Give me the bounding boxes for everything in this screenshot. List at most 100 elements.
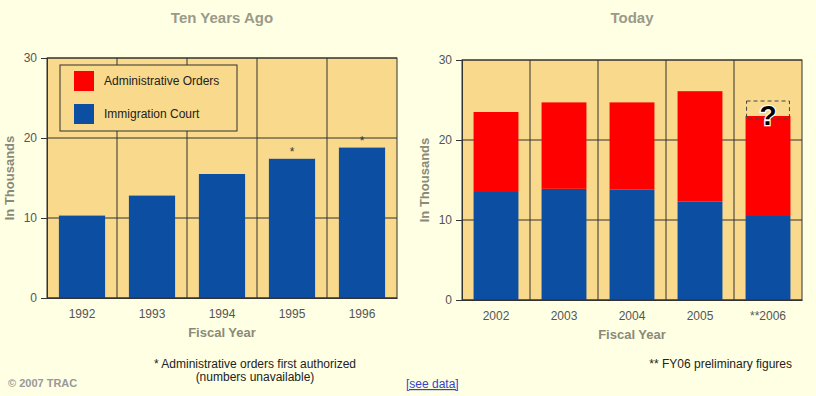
category-separator (327, 58, 328, 298)
y-axis-line (456, 61, 463, 301)
bars (59, 148, 385, 298)
footnote: ** FY06 preliminary figures (649, 357, 792, 371)
y-tick-mark (41, 218, 47, 219)
plot-background (47, 58, 397, 298)
legend: Administrative OrdersImmigration Court (60, 65, 237, 131)
bar (474, 112, 519, 192)
bar (542, 189, 587, 300)
chart-title: Ten Years Ago (171, 9, 273, 26)
x-axis-title: Fiscal Year (188, 325, 256, 340)
x-tick: 2002 (483, 309, 510, 323)
x-tick-label: 2002 (483, 309, 510, 323)
bar (59, 216, 105, 298)
x-tick-label: 2005 (687, 309, 714, 323)
footnote: (numbers unavailable) (196, 370, 315, 384)
y-tick-mark (456, 300, 462, 301)
y-tick: 10 (24, 211, 47, 225)
bar (542, 102, 587, 188)
y-tick-mark (456, 220, 462, 221)
x-axis-line (48, 298, 398, 299)
x-tick: 1996 (349, 307, 376, 321)
y-tick-mark (41, 298, 47, 299)
y-tick-mark (456, 140, 462, 141)
bar (269, 159, 315, 298)
y-tick: 0 (445, 293, 462, 307)
x-tick: 2005 (687, 309, 714, 323)
plot-frame (47, 58, 397, 298)
category-separator (598, 60, 599, 300)
bar (339, 148, 385, 298)
x-tick: **2006 (750, 309, 786, 323)
x-tick: 1992 (69, 307, 96, 321)
footnote: * Administrative orders first authorized (154, 357, 356, 371)
y-tick: 0 (30, 291, 47, 305)
bar (678, 91, 723, 201)
chart-svg: 0 10 20 30 1992 1993 1994 1995 1996 Ten Years Ago… (0, 0, 816, 396)
y-axis: 0 10 20 30 (439, 53, 463, 307)
x-tick-label: 1993 (139, 307, 166, 321)
x-tick: 2004 (619, 309, 646, 323)
y-tick-label: 0 (30, 291, 37, 305)
bar (746, 216, 791, 300)
x-tick: 1995 (279, 307, 306, 321)
bar (610, 190, 655, 300)
legend-swatch (74, 104, 94, 124)
y-tick-mark (41, 58, 47, 59)
legend-label: Immigration Court (104, 107, 200, 121)
y-tick-label: 20 (24, 131, 38, 145)
plot-background (462, 60, 802, 300)
y-tick: 20 (24, 131, 47, 145)
y-axis-line (41, 59, 48, 299)
x-tick: 1993 (139, 307, 166, 321)
x-tick: 1994 (209, 307, 236, 321)
y-axis: 0 10 20 30 (24, 51, 48, 305)
page-background (0, 0, 816, 396)
legend-swatch (74, 71, 94, 91)
bars (474, 91, 791, 300)
y-tick-mark (41, 138, 47, 139)
y-tick-label: 20 (439, 133, 453, 147)
x-axis: 2002 2003 2004 2005 **2006 (463, 301, 803, 323)
chart-panel: 0 10 20 30 1992 1993 1994 1995 1996 (24, 51, 398, 320)
chart-panel: 0 10 20 30 2002 2003 2004 2005 **2006 (439, 53, 803, 322)
x-tick-label: 1995 (279, 307, 306, 321)
bar (129, 196, 175, 298)
credit: © 2007 TRAC (8, 377, 77, 389)
category-separator (257, 58, 258, 298)
annotation: * (360, 134, 365, 148)
category-separator (530, 60, 531, 300)
x-tick-label: 1996 (349, 307, 376, 321)
x-tick-label: 1992 (69, 307, 96, 321)
x-tick-label: 2003 (551, 309, 578, 323)
y-tick: 20 (439, 133, 462, 147)
x-tick-label: 2004 (619, 309, 646, 323)
category-separator (734, 60, 735, 300)
grid (462, 60, 802, 300)
y-axis-title: In Thousands (417, 138, 432, 223)
y-tick-label: 10 (24, 211, 38, 225)
y-tick-label: 10 (439, 213, 453, 227)
annotation: * (290, 145, 295, 159)
bar (678, 202, 723, 300)
x-tick: 2003 (551, 309, 578, 323)
y-tick: 10 (439, 213, 462, 227)
y-tick-label: 30 (439, 53, 453, 67)
plot-frame (462, 60, 802, 300)
y-tick-label: 0 (445, 293, 452, 307)
y-tick-label: 30 (24, 51, 38, 65)
chart-title: Today (610, 9, 654, 26)
x-tick-label: **2006 (750, 309, 786, 323)
grid-line (47, 138, 397, 139)
y-axis-title: In Thousands (2, 136, 17, 221)
x-axis: 1992 1993 1994 1995 1996 (48, 299, 398, 321)
y-tick: 30 (24, 51, 47, 65)
y-tick: 30 (439, 53, 462, 67)
bar (746, 116, 791, 216)
bar (474, 192, 519, 300)
legend-box (60, 65, 237, 131)
bar (610, 102, 655, 189)
grid (47, 58, 397, 298)
bar (199, 174, 245, 298)
x-tick-label: 1994 (209, 307, 236, 321)
see-data-link[interactable]: [see data] (406, 377, 459, 391)
